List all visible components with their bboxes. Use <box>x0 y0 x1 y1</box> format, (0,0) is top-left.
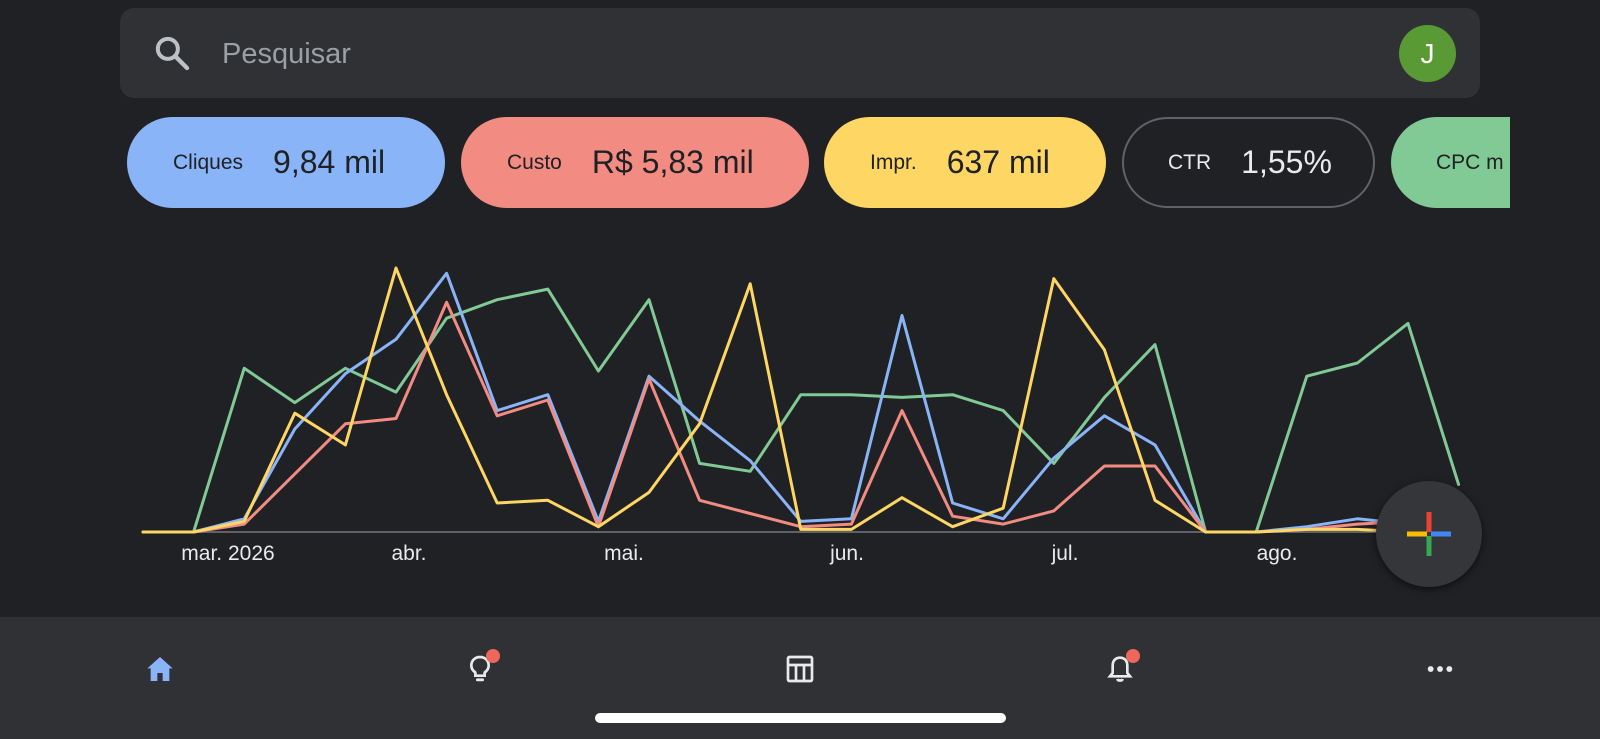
home-indicator <box>595 713 1006 723</box>
metric-chip-value: R$ 5,83 mil <box>591 144 754 180</box>
x-tick-label: abr. <box>391 542 426 565</box>
more-icon <box>1427 666 1453 672</box>
home-icon <box>147 657 173 681</box>
metric-chips: Cliques 9,84 mil Custo R$ 5,83 mil Impr.… <box>127 117 1510 208</box>
nav-item-home[interactable] <box>130 639 190 699</box>
metric-chip-cpc[interactable]: CPC m <box>1391 117 1510 208</box>
search-input[interactable] <box>220 30 1324 78</box>
search-icon[interactable] <box>152 33 192 73</box>
metric-chip-value: 9,84 mil <box>273 144 386 180</box>
performance-chart[interactable]: mar. 2026 abr. mai. jun. jul. ago. <box>0 0 1600 600</box>
metric-chip-clicks[interactable]: Cliques 9,84 mil <box>127 117 445 208</box>
metric-chip-ctr[interactable]: CTR 1,55% <box>1122 117 1375 208</box>
add-fab-button[interactable] <box>1376 481 1482 587</box>
metric-chip-label: CPC m <box>1436 150 1504 174</box>
x-tick-label: jul. <box>1051 542 1079 565</box>
metric-chip-label: Custo <box>507 150 562 174</box>
nav-item-insights[interactable] <box>450 639 510 699</box>
x-tick-label: jun. <box>829 542 864 565</box>
table-icon <box>786 655 814 683</box>
series-line-0 <box>141 287 1461 534</box>
metric-chip-label: Cliques <box>173 150 244 174</box>
metric-chip-impressions[interactable]: Impr. 637 mil <box>824 117 1106 208</box>
notification-badge <box>1126 649 1140 663</box>
avatar[interactable]: J <box>1399 25 1456 82</box>
x-axis-ticks: mar. 2026 abr. mai. jun. jul. ago. <box>181 542 1297 565</box>
metric-chip-label: CTR <box>1168 150 1212 174</box>
nav-item-more[interactable] <box>1410 639 1470 699</box>
nav-item-notifications[interactable] <box>1090 639 1150 699</box>
x-tick-label: mai. <box>604 542 644 565</box>
lightbulb-icon <box>469 655 491 682</box>
metric-chip-cost[interactable]: Custo R$ 5,83 mil <box>461 117 809 208</box>
notification-badge <box>486 649 500 663</box>
nav-item-campaigns[interactable] <box>770 639 830 699</box>
bell-icon <box>1107 656 1133 682</box>
series-line-1 <box>141 271 1461 534</box>
series-line-2 <box>141 300 1461 534</box>
metric-chip-value: 1,55% <box>1241 144 1332 180</box>
plus-icon <box>1407 512 1451 556</box>
series-line-3 <box>141 266 1461 534</box>
x-tick-label: ago. <box>1257 542 1298 565</box>
metric-chip-value: 637 mil <box>946 144 1050 180</box>
metric-chip-label: Impr. <box>870 150 917 174</box>
chart-series <box>141 266 1461 534</box>
x-tick-label: mar. 2026 <box>181 542 274 565</box>
